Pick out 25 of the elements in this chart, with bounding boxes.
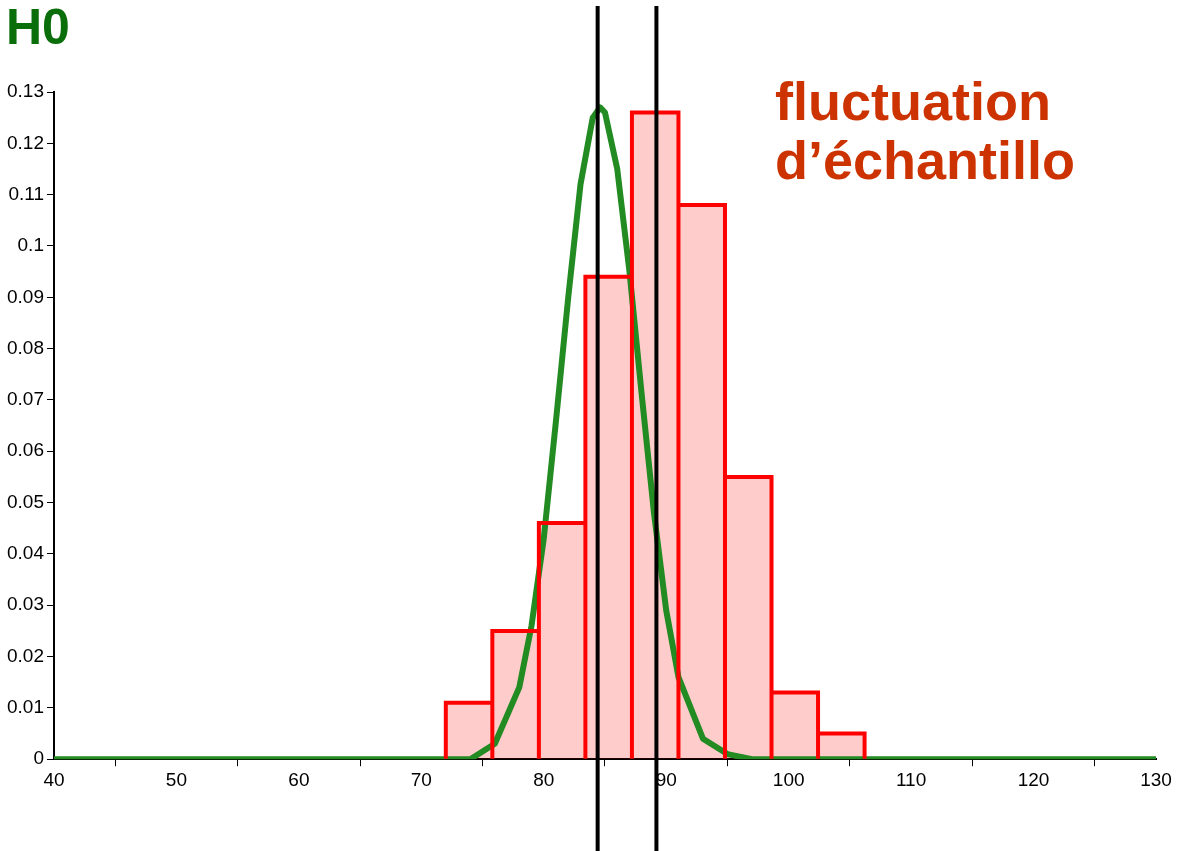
x-tick-label: 120 (1017, 768, 1050, 790)
y-tick-label: 0.09 (7, 285, 44, 307)
x-tick-label: 80 (533, 768, 555, 790)
y-tick-label: 0.12 (7, 131, 44, 153)
chart-title: H0 (6, 0, 70, 55)
x-tick-label: 70 (410, 768, 432, 790)
y-tick-label: 0.11 (8, 182, 44, 204)
y-tick-label: 0.02 (7, 644, 44, 666)
y-tick-label: 0.01 (7, 696, 44, 718)
annotation: fluctuation d’échantillo (775, 71, 1077, 191)
x-tick-label: 50 (165, 768, 187, 790)
x-tick-label: 40 (43, 768, 65, 790)
y-tick-label: 0.05 (7, 490, 44, 512)
x-tick-label: 110 (895, 768, 927, 790)
y-tick-label: 0.13 (7, 80, 44, 102)
y-tick-label: 0 (33, 747, 44, 769)
x-tick-label: 60 (288, 768, 310, 790)
y-tick-label: 0.04 (7, 542, 45, 564)
y-tick-label: 0.1 (17, 234, 44, 256)
y-tick-label: 0.08 (7, 336, 44, 358)
x-tick-label: 130 (1140, 768, 1172, 790)
y-tick-label: 0.03 (7, 593, 44, 615)
x-tick-label: 100 (772, 768, 805, 790)
y-tick-label: 0.07 (7, 388, 44, 410)
y-tick-label: 0.06 (7, 439, 44, 461)
